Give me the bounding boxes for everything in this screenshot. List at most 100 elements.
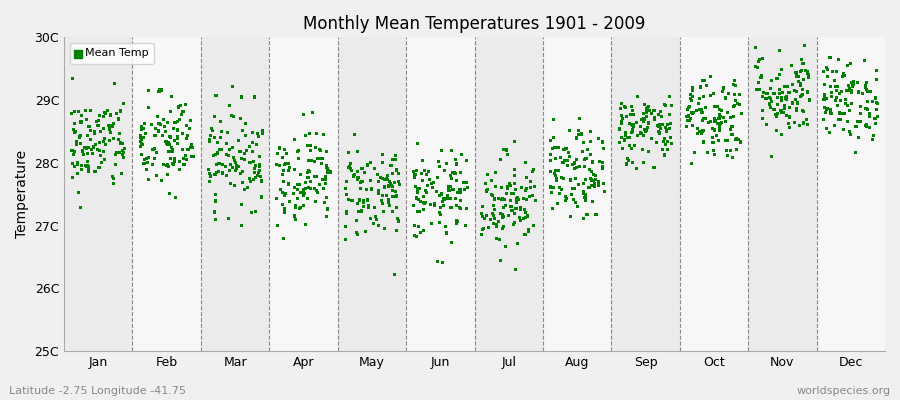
Point — [654, 114, 669, 120]
Point — [640, 124, 654, 131]
Point — [222, 167, 237, 174]
Point — [138, 156, 152, 163]
Point — [162, 139, 176, 145]
Point — [441, 192, 455, 199]
Point — [525, 168, 539, 174]
Point — [288, 203, 302, 209]
Point — [819, 95, 833, 102]
Point — [288, 216, 302, 222]
Point — [320, 213, 334, 219]
Point — [642, 120, 656, 126]
Point — [152, 120, 166, 127]
Point — [583, 128, 598, 134]
Point — [226, 84, 240, 90]
Point — [408, 171, 422, 177]
Point — [371, 188, 385, 194]
Point — [357, 169, 372, 175]
Point — [592, 158, 607, 164]
Point — [235, 127, 249, 133]
Point — [486, 220, 500, 227]
Point — [338, 224, 353, 230]
Point — [453, 186, 467, 193]
Point — [827, 122, 842, 128]
Point — [513, 206, 527, 213]
Point — [831, 56, 845, 63]
Point — [789, 88, 804, 95]
Point — [68, 148, 82, 155]
Point — [167, 137, 182, 144]
Point — [648, 107, 662, 114]
Point — [587, 180, 601, 187]
Point — [868, 95, 883, 101]
Point — [659, 128, 673, 135]
Point — [620, 134, 634, 140]
Point — [305, 110, 320, 116]
Point — [775, 66, 789, 72]
Point — [210, 161, 224, 168]
Point — [202, 167, 216, 173]
Point — [825, 68, 840, 75]
Point — [374, 198, 389, 204]
Point — [516, 195, 530, 202]
Point — [167, 156, 182, 162]
Point — [782, 104, 796, 111]
Point — [550, 177, 564, 184]
Point — [817, 92, 832, 98]
Point — [576, 191, 590, 197]
Point — [450, 218, 464, 224]
Point — [238, 186, 252, 193]
Point — [253, 161, 267, 168]
Bar — [680, 37, 748, 351]
Point — [391, 215, 405, 221]
Point — [287, 136, 302, 143]
Point — [518, 232, 532, 238]
Point — [216, 161, 230, 168]
Point — [696, 93, 710, 99]
Point — [212, 146, 227, 153]
Point — [450, 218, 464, 224]
Point — [659, 102, 673, 108]
Point — [696, 128, 710, 134]
Point — [117, 150, 131, 156]
Point — [441, 183, 455, 189]
Point — [497, 146, 511, 152]
Point — [380, 192, 394, 199]
Point — [842, 107, 857, 114]
Point — [449, 220, 464, 226]
Point — [853, 118, 868, 125]
Point — [69, 141, 84, 148]
Point — [137, 135, 151, 141]
Point — [454, 169, 468, 176]
Point — [296, 111, 310, 118]
Point — [682, 103, 697, 109]
Point — [718, 118, 733, 125]
Bar — [816, 37, 885, 351]
Point — [763, 95, 778, 102]
Point — [625, 103, 639, 110]
Point — [859, 106, 873, 112]
Point — [343, 160, 357, 166]
Point — [175, 112, 189, 118]
Point — [208, 198, 222, 204]
Point — [392, 182, 407, 188]
Point — [310, 130, 324, 137]
Point — [207, 209, 221, 215]
Point — [770, 101, 785, 108]
Point — [860, 98, 875, 105]
Point — [418, 167, 432, 174]
Point — [824, 93, 839, 99]
Point — [375, 175, 390, 181]
Point — [638, 126, 652, 132]
Point — [832, 116, 846, 123]
Point — [707, 127, 722, 133]
Point — [484, 177, 499, 184]
Point — [176, 155, 191, 161]
Point — [82, 123, 96, 130]
Point — [521, 227, 535, 233]
Point — [653, 125, 668, 132]
Point — [384, 182, 399, 188]
Point — [518, 214, 533, 220]
Point — [92, 118, 106, 124]
Point — [441, 184, 455, 190]
Point — [375, 151, 390, 158]
